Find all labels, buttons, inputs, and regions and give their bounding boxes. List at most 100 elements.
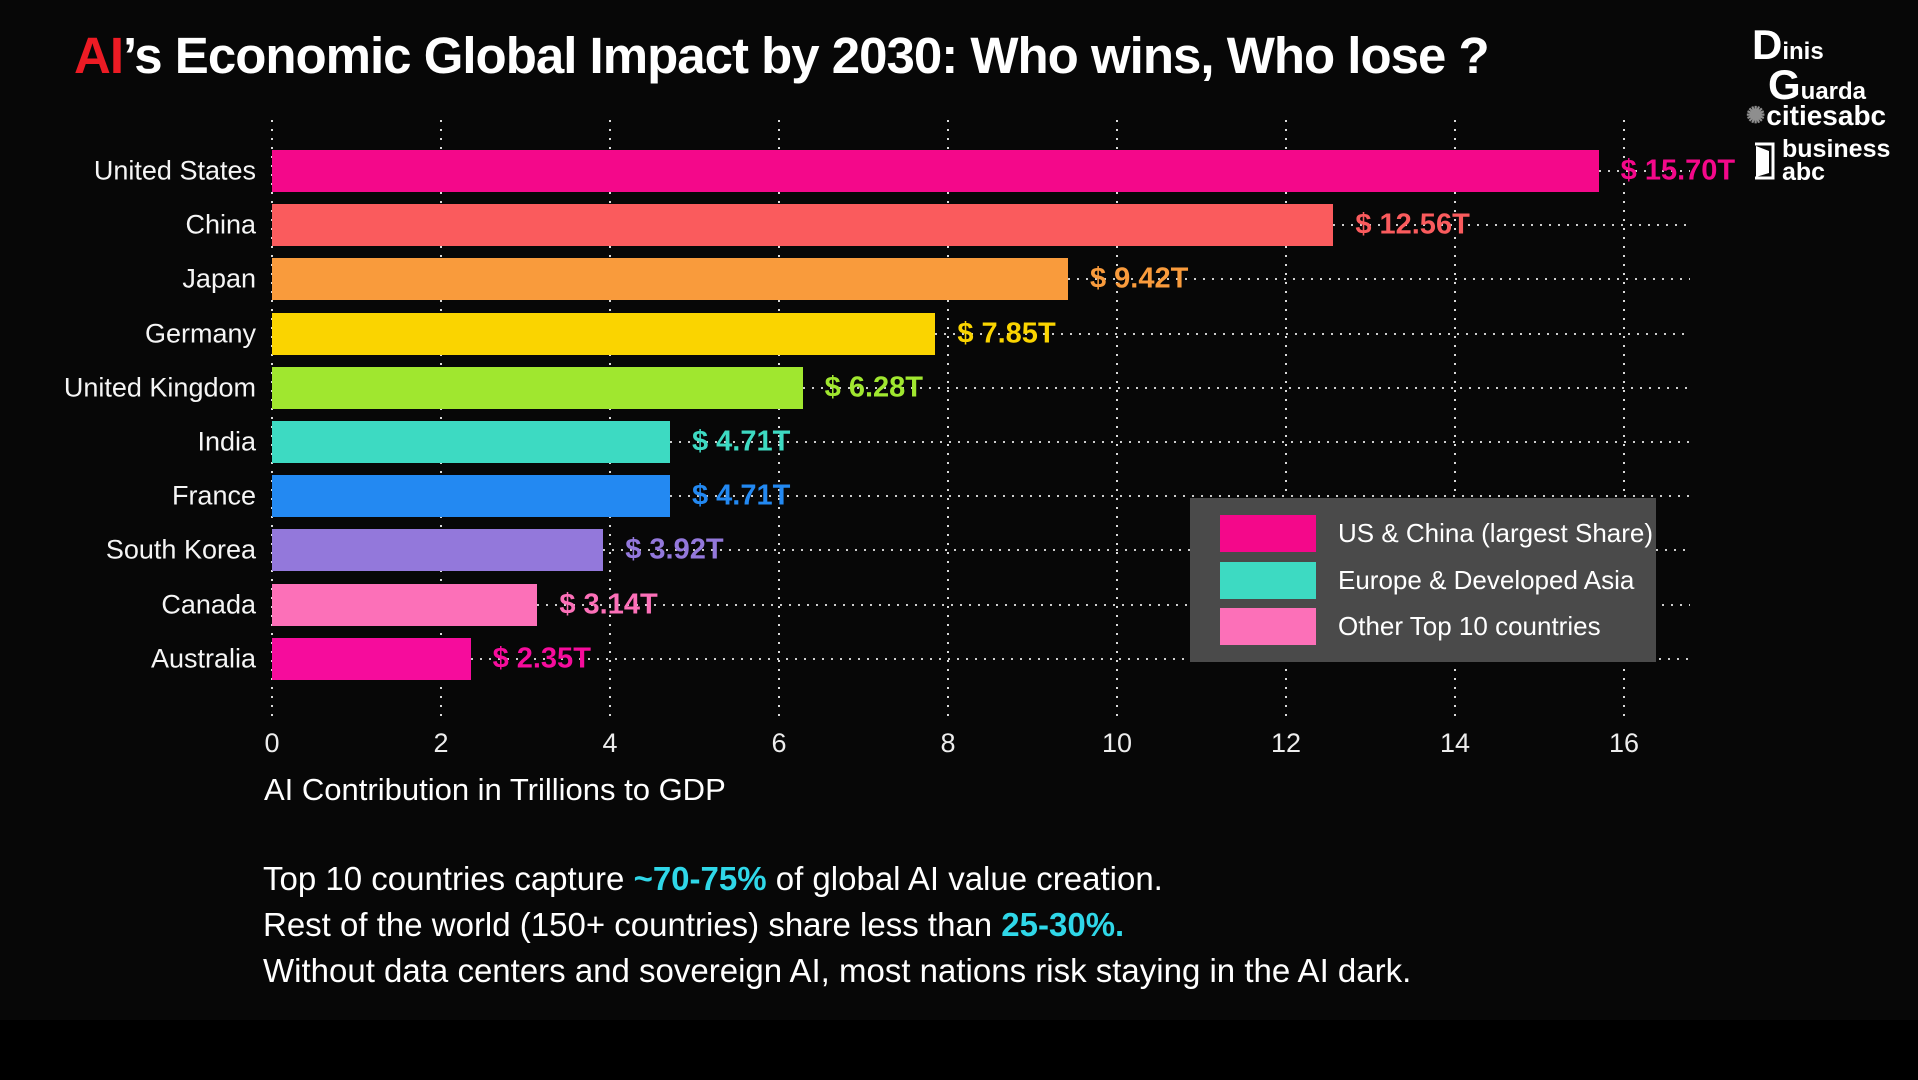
brand-dinis-line1: Dinis <box>1752 24 1866 70</box>
note-text: of global AI value creation. <box>766 860 1163 897</box>
axis-tick: 2 <box>433 728 449 758</box>
value-label: $ 15.70T <box>1620 154 1736 187</box>
notes: Top 10 countries capture ~70-75% of glob… <box>263 856 1411 994</box>
value-label: $ 6.28T <box>824 371 923 404</box>
note-highlight: 25-30%. <box>1001 906 1125 943</box>
legend-label: Europe & Developed Asia <box>1338 564 1635 595</box>
category-label: United States <box>93 155 256 186</box>
leader-line <box>537 603 1690 606</box>
bar-row: United Kingdom $ 6.28T <box>64 361 1690 415</box>
leader-line <box>603 549 1690 552</box>
bar <box>272 421 670 463</box>
leader-line <box>935 332 1690 335</box>
value-label: $ 3.92T <box>625 533 724 566</box>
leader-line <box>802 386 1690 389</box>
brand-initial-d: D <box>1752 21 1783 68</box>
brand-businessabc: business abc <box>1752 135 1891 186</box>
bar <box>272 312 936 355</box>
brand-initial-g: G <box>1768 61 1801 108</box>
brand-rest-uarda: uarda <box>1800 78 1867 105</box>
note-text: Top 10 countries capture <box>263 860 634 897</box>
axis-tick: 10 <box>1101 728 1133 758</box>
legend-item: Other Top 10 countries <box>1220 607 1646 645</box>
leader-line <box>669 441 1690 443</box>
leader-line <box>1598 170 1690 172</box>
bar <box>272 204 1334 247</box>
x-axis-label: AI Contribution in Trillions to GDP <box>264 772 726 807</box>
legend-swatch <box>1220 561 1316 599</box>
bar-row: Germany $ 7.85T <box>145 307 1690 361</box>
category-label: South Korea <box>105 534 256 565</box>
note-text: Without data centers and sovereign AI, m… <box>263 952 1412 989</box>
category-label: India <box>197 426 256 457</box>
bar <box>272 637 471 680</box>
leader-line <box>470 657 1690 660</box>
legend-label: US & China (largest Share) <box>1338 518 1654 549</box>
note-highlight: ~70-75% <box>633 860 767 897</box>
axis-tick: 14 <box>1439 728 1471 758</box>
door-icon <box>1755 142 1775 180</box>
category-label: Australia <box>150 643 256 674</box>
gridline <box>947 120 949 722</box>
bar <box>272 475 670 518</box>
footer-band <box>0 1020 1918 1080</box>
bar <box>272 529 604 572</box>
axis-tick: 8 <box>940 728 956 758</box>
title-accent: AI <box>74 27 124 84</box>
legend-label: Other Top 10 countries <box>1338 610 1601 641</box>
note-text: Rest of the world (150+ countries) share… <box>263 906 1002 943</box>
category-label: France <box>171 480 256 511</box>
title-rest: ’s Economic Global Impact by 2030: Who w… <box>123 27 1490 84</box>
bar-row: Australia $ 2.35T <box>151 632 1690 686</box>
brand-citiesabc: ✺citiesabc <box>1746 100 1886 132</box>
legend-item: Europe & Developed Asia <box>1220 561 1646 599</box>
value-label: $ 7.85T <box>957 317 1056 350</box>
axis-tick: 4 <box>602 728 618 758</box>
bar-row: France $ 4.71T <box>172 469 1690 523</box>
note-line: Rest of the world (150+ countries) share… <box>263 902 1411 948</box>
category-label: China <box>185 209 256 240</box>
value-label: $ 9.42T <box>1089 262 1189 295</box>
value-label: $ 3.14T <box>559 588 658 621</box>
value-label: $ 4.71T <box>691 425 791 458</box>
bar-chart-plot-area: United States $ 15.70T China $ 12.56T Japan $… <box>64 120 1735 722</box>
leader-line <box>1333 224 1690 227</box>
brand-rest-inis: inis <box>1782 38 1824 65</box>
legend-swatch <box>1220 607 1316 645</box>
gridline <box>1623 120 1625 722</box>
citiesabc-label: citiesabc <box>1766 100 1887 131</box>
legend: US & China (largest Share) Europe & Deve… <box>1190 498 1656 662</box>
businessabc-text: business abc <box>1782 135 1891 186</box>
category-label: Canada <box>161 589 256 620</box>
value-label: $ 2.35T <box>492 642 591 675</box>
gridline <box>1116 120 1118 722</box>
note-line: Top 10 countries capture ~70-75% of glob… <box>263 856 1411 902</box>
value-label: $ 4.71T <box>691 479 791 512</box>
mandala-icon: ✺ <box>1746 102 1766 128</box>
axis-tick: 12 <box>1270 728 1302 758</box>
bar-row: India $ 4.71T <box>197 415 1690 469</box>
gridline <box>778 120 780 722</box>
category-label: Japan <box>182 263 256 294</box>
leader-line <box>669 495 1690 498</box>
bar-row: Canada $ 3.14T <box>161 578 1690 632</box>
page-title: AI’s Economic Global Impact by 2030: Who… <box>74 26 1490 85</box>
bar <box>272 258 1068 301</box>
businessabc-line2: abc <box>1782 158 1826 186</box>
brand-dinis-line2: Guarda <box>1768 64 1867 110</box>
legend-item: US & China (largest Share) <box>1220 515 1653 553</box>
legend-swatch <box>1220 515 1316 553</box>
note-line: Without data centers and sovereign AI, m… <box>263 948 1411 994</box>
brand-dinis-guarda: Dinis Guarda <box>1752 24 1867 110</box>
bar <box>272 150 1599 192</box>
businessabc-line1: business <box>1782 135 1891 163</box>
axis-tick: 0 <box>264 728 280 758</box>
category-label: Germany <box>144 318 256 349</box>
bar-row: China $ 12.56T <box>185 198 1690 252</box>
leader-line <box>1067 278 1690 281</box>
value-label: $ 12.56T <box>1355 208 1470 241</box>
axis-tick: 6 <box>771 728 787 758</box>
bar <box>272 366 803 409</box>
bar <box>272 583 538 626</box>
